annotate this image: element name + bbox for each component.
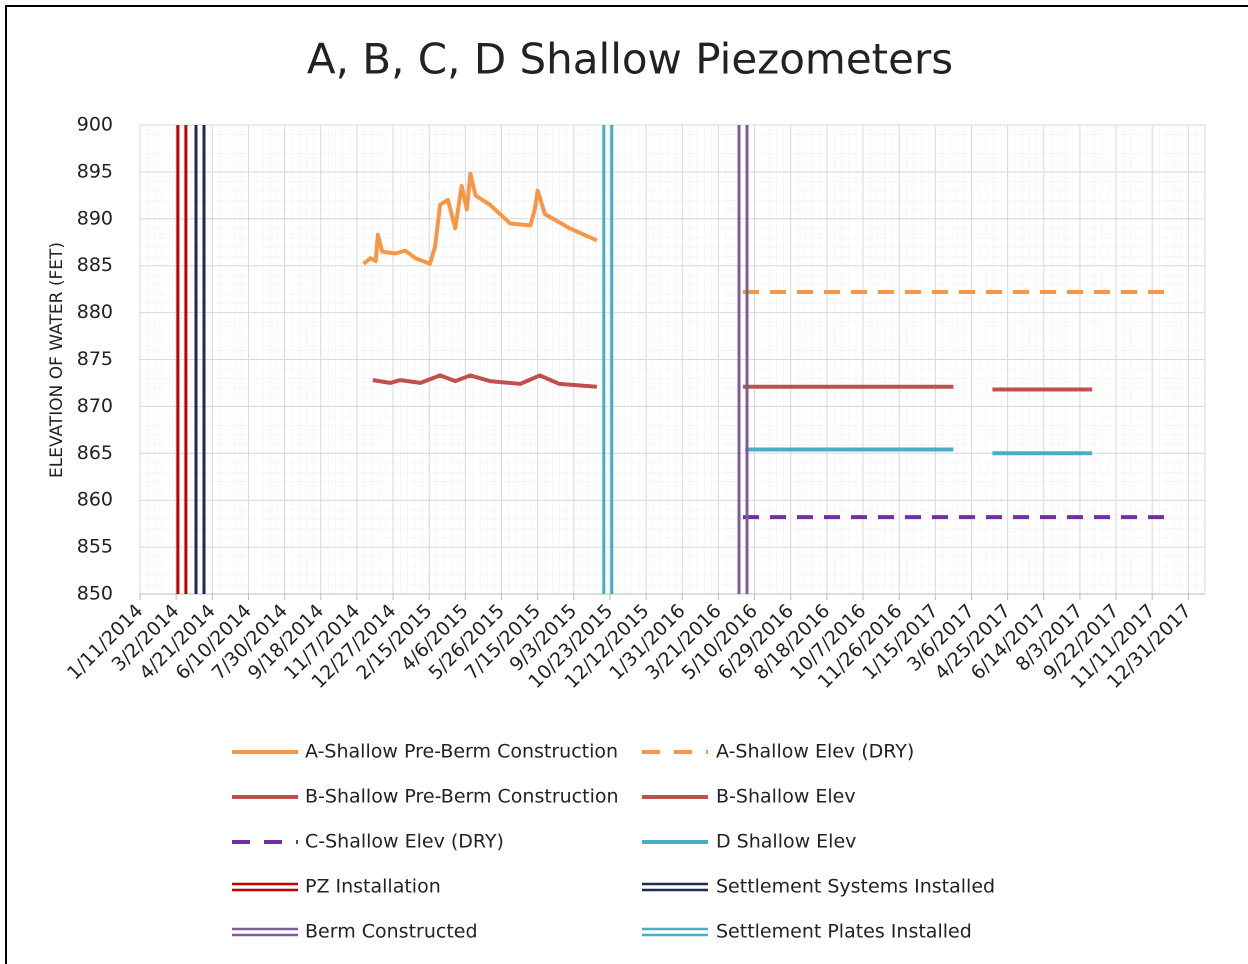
legend-label: A-Shallow Pre-Berm Construction <box>305 741 618 763</box>
legend-label: Settlement Plates Installed <box>716 921 972 943</box>
y-tick-label: 870 <box>77 395 113 417</box>
y-axis-label: ELEVATION OF WATER (FET) <box>47 242 67 478</box>
legend-label: C-Shallow Elev (DRY) <box>305 831 504 853</box>
legend-label: D Shallow Elev <box>716 831 856 853</box>
y-tick-label: 850 <box>77 583 113 605</box>
legend-label: Settlement Systems Installed <box>716 876 995 898</box>
y-tick-label: 885 <box>77 254 113 276</box>
y-tick-label: 860 <box>77 489 113 511</box>
y-tick-label: 890 <box>77 207 113 229</box>
y-tick-label: 880 <box>77 301 113 323</box>
y-tick-label: 865 <box>77 442 113 464</box>
legend-label: A-Shallow Elev (DRY) <box>716 741 914 763</box>
y-tick-label: 855 <box>77 536 113 558</box>
frame <box>5 5 1248 964</box>
y-tick-label: 895 <box>77 160 113 182</box>
series-line <box>362 171 598 266</box>
series-line <box>745 447 1093 456</box>
y-tick-label: 900 <box>77 114 113 136</box>
y-tick-label: 875 <box>77 348 113 370</box>
series-line <box>743 384 1093 392</box>
legend-label: B-Shallow Elev <box>716 786 856 808</box>
series-line <box>372 373 598 389</box>
legend-label: PZ Installation <box>305 876 441 898</box>
legend-label: B-Shallow Pre-Berm Construction <box>305 786 619 808</box>
legend-label: Berm Constructed <box>305 921 478 943</box>
chart-title: A, B, C, D Shallow Piezometers <box>307 35 953 84</box>
